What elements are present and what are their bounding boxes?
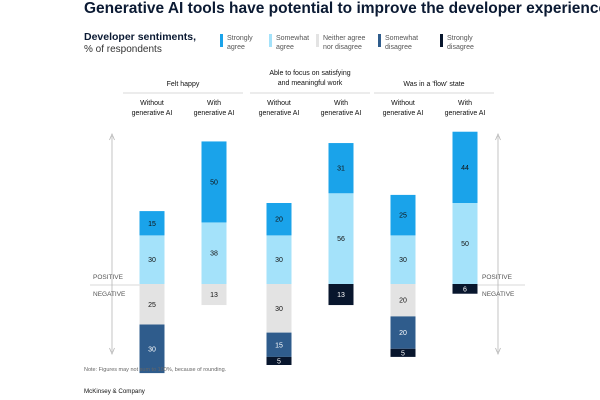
bar-segment-strongly_agree (390, 194, 416, 236)
bar-segment-somewhat_disagree (266, 332, 292, 357)
axis-arrow-up-left (109, 132, 115, 141)
data-label-somewhat_disagree: 20 (399, 330, 407, 337)
data-label-strongly_disagree: 13 (337, 292, 345, 299)
data-label-strongly_disagree: 5 (401, 350, 405, 357)
bar-segment-neutral (390, 284, 416, 317)
data-label-neutral: 13 (210, 292, 218, 299)
bar-segment-somewhat_agree (201, 222, 227, 284)
axis-label-negative: NEGATIVE (93, 291, 126, 298)
bar-segment-strongly_disagree (452, 284, 478, 294)
legend-label-strongly_disagree: disagree (447, 44, 474, 51)
legend-label-neutral: Neither agree (323, 35, 366, 42)
data-label-strongly_agree: 31 (337, 166, 345, 173)
data-label-strongly_agree: 44 (461, 165, 469, 172)
data-label-strongly_agree: 50 (210, 179, 218, 186)
bar-segment-neutral (201, 284, 227, 306)
axis-arrow-down-right (495, 347, 501, 356)
bar-label: generative AI (194, 110, 235, 117)
chart-unit-label: % of respondents (84, 44, 162, 55)
data-label-somewhat_agree: 30 (399, 257, 407, 264)
data-label-somewhat_agree: 56 (337, 236, 345, 243)
axis-label-positive: POSITIVE (482, 274, 513, 281)
bar-segment-somewhat_disagree (390, 316, 416, 349)
group-title: Able to focus on satisfying (269, 70, 350, 77)
legend-label-somewhat_agree: Somewhat (276, 35, 309, 42)
bar-segment-somewhat_agree (266, 235, 292, 284)
bar-label: With (207, 100, 221, 107)
bar-label: generative AI (321, 110, 362, 117)
data-label-strongly_agree: 25 (399, 213, 407, 220)
data-label-neutral: 20 (399, 298, 407, 305)
data-label-somewhat_agree: 50 (461, 241, 469, 248)
chart-subtitle: Developer sentiments, (84, 31, 197, 43)
group-title: Felt happy (167, 81, 200, 88)
bar-segment-neutral (139, 284, 165, 325)
bar-label: With (334, 100, 348, 107)
group-title: Was in a 'flow' state (403, 81, 464, 88)
axis-arrow-down-left (109, 347, 115, 356)
data-label-strongly_disagree: 5 (277, 358, 281, 365)
axis-label-positive: POSITIVE (93, 274, 124, 281)
bar-segment-strongly_agree (452, 131, 478, 203)
bar-segment-somewhat_agree (139, 235, 165, 284)
bar-segment-strongly_disagree (390, 348, 416, 357)
bar-segment-strongly_agree (201, 141, 227, 223)
axis-label-negative: NEGATIVE (482, 291, 515, 298)
data-label-somewhat_disagree: 15 (275, 342, 283, 349)
bar-label: With (458, 100, 472, 107)
bar-segment-neutral (266, 284, 292, 333)
bar-segment-strongly_agree (139, 211, 165, 236)
bar-label: Without (267, 100, 291, 107)
data-label-somewhat_agree: 30 (148, 257, 156, 264)
bar-segment-strongly_disagree (328, 284, 354, 306)
bar-label: generative AI (445, 110, 486, 117)
legend-label-strongly_disagree: Strongly (447, 35, 473, 42)
chart-title: Generative AI tools have potential to im… (84, 0, 600, 17)
bar-label: Without (391, 100, 415, 107)
data-label-neutral: 30 (275, 306, 283, 313)
bar-segment-strongly_agree (328, 143, 354, 194)
bar-label: generative AI (259, 110, 300, 117)
data-label-somewhat_agree: 30 (275, 257, 283, 264)
legend-swatch-somewhat_agree (269, 34, 272, 47)
bar-segment-somewhat_agree (452, 203, 478, 284)
legend-swatch-neutral (316, 34, 319, 47)
bar-segment-somewhat_disagree (139, 324, 165, 374)
legend-label-neutral: nor disagree (323, 44, 362, 51)
bar-label: generative AI (383, 110, 424, 117)
legend-label-somewhat_disagree: disagree (385, 44, 412, 51)
data-label-neutral: 25 (148, 302, 156, 309)
legend-swatch-somewhat_disagree (378, 34, 381, 47)
footnote: Note: Figures may not sum to 100%, becau… (84, 367, 227, 373)
legend-label-strongly_agree: agree (227, 44, 245, 51)
legend-label-somewhat_disagree: Somewhat (385, 35, 418, 42)
bar-segment-strongly_agree (266, 203, 292, 236)
axis-arrow-up-right (495, 132, 501, 141)
group-title: and meaningful work (278, 80, 343, 87)
bar-segment-somewhat_agree (328, 193, 354, 284)
data-label-strongly_disagree: 6 (463, 286, 467, 293)
data-label-somewhat_disagree: 30 (148, 346, 156, 353)
bar-segment-somewhat_agree (390, 235, 416, 284)
legend-label-strongly_agree: Strongly (227, 35, 253, 42)
bar-label: Without (140, 100, 164, 107)
data-label-strongly_agree: 15 (148, 221, 156, 228)
source-brand: McKinsey & Company (84, 388, 145, 395)
bar-segment-strongly_disagree (266, 356, 292, 365)
legend-swatch-strongly_disagree (440, 34, 443, 47)
data-label-somewhat_agree: 38 (210, 251, 218, 258)
legend-label-somewhat_agree: agree (276, 44, 294, 51)
legend-swatch-strongly_agree (220, 34, 223, 47)
data-label-strongly_agree: 20 (275, 217, 283, 224)
bar-label: generative AI (132, 110, 173, 117)
